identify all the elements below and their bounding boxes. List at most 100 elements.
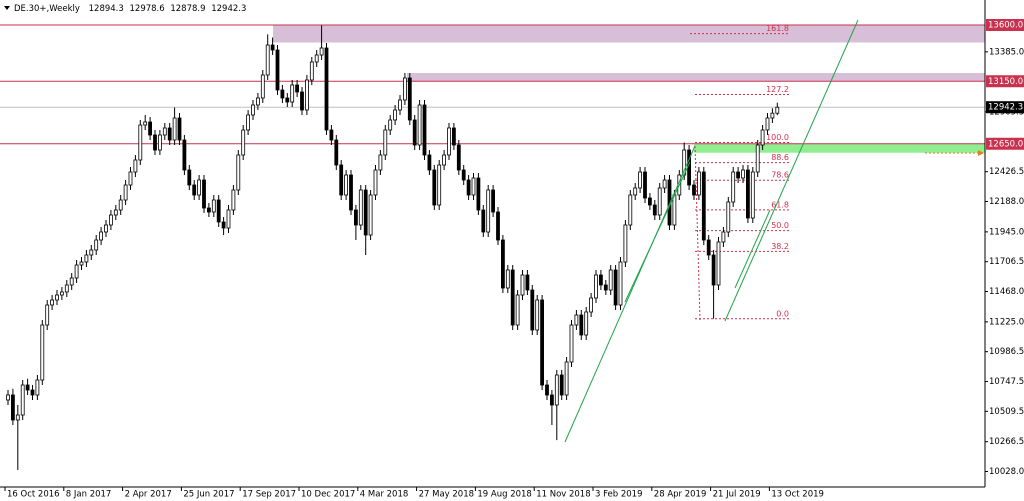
zone: [694, 143, 985, 153]
x-tick-label: 4 Mar 2018: [360, 490, 408, 500]
candle-body: [157, 134, 162, 151]
fib-label: 38.2: [771, 242, 789, 251]
candle-body: [437, 164, 442, 206]
candle-body: [197, 179, 202, 196]
y-tick-label: 12426.5: [989, 167, 1024, 177]
candle-body: [760, 129, 765, 146]
candle-body: [618, 261, 623, 306]
candle-body: [417, 104, 422, 146]
candle-body: [550, 394, 554, 406]
candle-body: [334, 139, 339, 166]
candle-body: [402, 77, 407, 101]
zone: [407, 73, 985, 82]
candle-body: [60, 291, 64, 296]
last-price-label: 12942.3: [988, 103, 1023, 113]
candle-body: [706, 239, 711, 256]
candle-body: [309, 61, 314, 81]
candle-body: [231, 189, 236, 211]
fib-label: 78.6: [771, 171, 789, 180]
trendline: [624, 161, 691, 303]
fib-label: 127.2: [766, 85, 789, 94]
candle-body: [241, 129, 246, 156]
candle-body: [206, 207, 211, 213]
level-label: 13600.0: [988, 21, 1023, 31]
trendline: [734, 209, 771, 289]
candle-body: [687, 149, 691, 186]
y-tick-label: 10266.5: [989, 437, 1024, 447]
x-tick-label: 27 May 2018: [419, 490, 474, 500]
candle-body: [319, 47, 324, 56]
candle-body: [133, 159, 138, 173]
candle-body: [270, 44, 275, 51]
candle-body: [388, 119, 393, 131]
candle-body: [451, 127, 456, 146]
candle-body: [45, 304, 50, 326]
candle-body: [466, 179, 471, 196]
candle-body: [657, 187, 662, 216]
candle-body: [500, 239, 505, 289]
candle-body: [491, 189, 496, 213]
candle-body: [525, 274, 530, 291]
candle-body: [251, 104, 255, 116]
candle-body: [662, 179, 667, 189]
open-value: 12894.3: [89, 4, 124, 14]
candle-body: [187, 169, 192, 186]
candle-body: [192, 184, 197, 196]
candle-body: [432, 169, 437, 206]
candle-body: [412, 119, 417, 146]
candle-body: [349, 174, 353, 211]
candle-body: [118, 199, 123, 211]
candle-body: [216, 199, 221, 223]
candle-body: [172, 117, 177, 141]
candle-body: [623, 224, 628, 263]
fib-label: 0.0: [776, 309, 789, 318]
x-tick-label: 17 Sep 2017: [242, 490, 296, 500]
level-label: 13150.0: [988, 77, 1023, 87]
candle-body: [584, 311, 589, 336]
candle-body: [79, 261, 84, 266]
candle-body: [304, 79, 309, 111]
chart-title: DE.30+,Weekly: [14, 4, 80, 14]
candle-body: [363, 189, 368, 236]
candle-body: [221, 221, 226, 229]
candle-body: [260, 74, 265, 99]
candle-body: [554, 374, 559, 406]
candle-body: [148, 121, 153, 136]
candle-body: [226, 209, 231, 229]
level-label-box: [986, 19, 1024, 31]
candle-body: [275, 49, 280, 91]
y-tick-label: 10509.5: [989, 407, 1024, 417]
low-value: 12878.9: [170, 4, 205, 14]
y-axis-labels: 13600.013150.012650.013385.012905.312426…: [985, 19, 1024, 477]
high-value: 12978.6: [130, 4, 165, 14]
candle-body: [505, 269, 510, 289]
candle-body: [50, 299, 54, 306]
candle-body: [378, 154, 383, 171]
candle-body: [182, 139, 187, 171]
candle-body: [109, 214, 113, 226]
menu-arrow: [4, 6, 10, 10]
candle-body: [383, 129, 388, 156]
candle-body: [422, 104, 427, 156]
candle-body: [69, 277, 74, 286]
y-tick-label: 11468.0: [989, 287, 1024, 297]
candle-body: [280, 89, 285, 99]
candle-body: [456, 144, 461, 171]
candle-body: [736, 171, 740, 179]
candle-body: [398, 99, 402, 111]
candle-body: [520, 274, 525, 296]
candle-body: [123, 184, 128, 201]
y-tick-label: 10747.5: [989, 377, 1024, 387]
candle-body: [775, 106, 780, 114]
candle-body: [10, 394, 15, 421]
x-tick-label: 28 Apr 2019: [654, 490, 707, 500]
x-tick-label: 21 Jul 2019: [713, 490, 761, 500]
candle-body: [300, 91, 304, 111]
y-tick-label: 10986.5: [989, 347, 1024, 357]
candle-body: [721, 231, 726, 243]
x-tick-label: 19 Aug 2018: [477, 490, 531, 500]
candle-body: [486, 189, 491, 233]
candle-body: [35, 379, 40, 396]
y-tick-label: 10028.0: [989, 467, 1024, 477]
